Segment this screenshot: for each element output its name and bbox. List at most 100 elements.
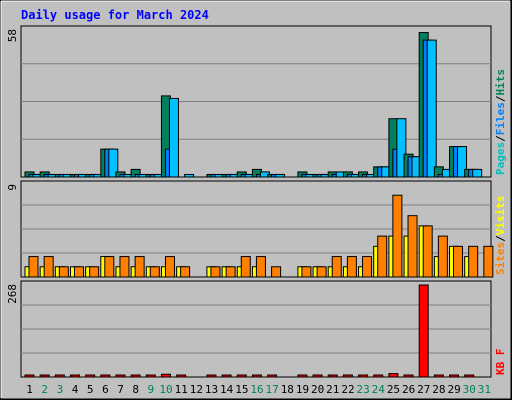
day-label-16: 16: [250, 383, 263, 396]
day-label-31: 31: [478, 383, 491, 396]
bar-kbytes-kb-f-day-28: [433, 374, 444, 378]
legend-item-kbytes-0: KB F: [494, 349, 507, 376]
max-label-hits: 58: [6, 29, 19, 42]
legend-hits: Pages/Files/Hits: [494, 69, 507, 175]
legend-item-visits-2: Visits: [494, 196, 507, 236]
bar-visits-sites-day-22: [346, 256, 357, 278]
bar-visits-sites-day-28: [437, 235, 448, 278]
bar-kbytes-kb-f-day-29: [449, 374, 460, 378]
day-label-13: 13: [205, 383, 218, 396]
bar-kbytes-kb-f-day-26: [403, 374, 414, 378]
bar-kbytes-kb-f-day-19: [297, 374, 308, 378]
bar-hits-pages-day-10: [168, 97, 179, 178]
legend-item-hits-1: /: [494, 135, 507, 142]
day-label-18: 18: [281, 383, 294, 396]
bar-kbytes-kb-f-day-14: [221, 374, 232, 378]
bar-hits-pages-day-11: [184, 173, 195, 178]
day-label-6: 6: [102, 383, 109, 396]
bar-visits-sites-day-5: [89, 266, 100, 278]
bar-hits-pages-day-6: [108, 148, 119, 178]
bar-kbytes-kb-f-day-10: [160, 373, 171, 378]
day-label-12: 12: [190, 383, 203, 396]
bar-kbytes-kb-f-day-15: [236, 374, 247, 378]
day-label-3: 3: [57, 383, 64, 396]
bar-kbytes-kb-f-day-22: [342, 374, 353, 378]
legend-item-hits-2: Files: [494, 102, 507, 135]
day-label-9: 9: [148, 383, 155, 396]
day-label-29: 29: [447, 383, 460, 396]
bar-visits-sites-day-21: [331, 256, 342, 278]
bar-visits-sites-day-15: [240, 256, 251, 278]
legend-kbytes: KB F: [494, 349, 507, 376]
bar-kbytes-kb-f-day-11: [176, 374, 187, 378]
legend-item-hits-0: Pages: [494, 142, 507, 175]
bar-visits-sites-day-17: [271, 266, 282, 278]
bar-visits-sites-day-8: [134, 256, 145, 278]
legend-item-visits-1: /: [494, 235, 507, 242]
day-label-1: 1: [26, 383, 33, 396]
bar-visits-sites-day-19: [301, 266, 312, 278]
bar-kbytes-kb-f-day-20: [312, 374, 323, 378]
day-label-14: 14: [220, 383, 234, 396]
bar-hits-pages-day-27: [426, 39, 437, 178]
bar-kbytes-kb-f-day-6: [100, 374, 111, 378]
day-label-15: 15: [235, 383, 248, 396]
day-label-22: 22: [341, 383, 354, 396]
day-label-10: 10: [159, 383, 172, 396]
bar-visits-sites-day-14: [225, 266, 236, 278]
bar-kbytes-kb-f-day-23: [358, 374, 369, 378]
bar-kbytes-kb-f-day-8: [130, 374, 141, 378]
bar-kbytes-kb-f-day-27: [418, 284, 429, 378]
bar-kbytes-kb-f-day-5: [85, 374, 96, 378]
day-label-11: 11: [175, 383, 188, 396]
day-label-5: 5: [87, 383, 94, 396]
day-label-24: 24: [372, 383, 386, 396]
day-label-8: 8: [132, 383, 139, 396]
day-label-30: 30: [463, 383, 476, 396]
legend-item-hits-4: Hits: [494, 69, 507, 96]
bar-kbytes-kb-f-day-13: [206, 374, 217, 378]
max-label-visits: 9: [6, 184, 19, 191]
day-label-20: 20: [311, 383, 324, 396]
bar-kbytes-kb-f-day-17: [267, 374, 278, 378]
bar-visits-sites-day-27: [422, 225, 433, 278]
bar-hits-pages-day-25: [396, 118, 407, 178]
bar-visits-sites-day-4: [73, 266, 84, 278]
bar-visits-sites-day-25: [392, 194, 403, 278]
bar-visits-sites-day-24: [377, 235, 388, 278]
bar-hits-pages-day-29: [457, 146, 468, 178]
bar-visits-sites-day-2: [43, 256, 54, 278]
day-label-19: 19: [296, 383, 309, 396]
bar-kbytes-kb-f-day-2: [39, 374, 50, 378]
panel-visits: 9 Sites/Visits: [6, 180, 507, 278]
bar-visits-sites-day-11: [180, 266, 191, 278]
day-label-27: 27: [417, 383, 430, 396]
day-label-28: 28: [432, 383, 445, 396]
bar-visits-sites-day-26: [407, 215, 418, 278]
bar-hits-pages-day-30: [472, 168, 483, 178]
bar-visits-sites-day-1: [28, 256, 39, 278]
bar-kbytes-kb-f-day-1: [24, 374, 35, 378]
panel-kbytes: 268 KB F: [6, 280, 507, 378]
legend-visits: Sites/Visits: [494, 196, 507, 276]
day-label-2: 2: [41, 383, 48, 396]
bar-hits-pages-day-17: [275, 173, 286, 178]
day-label-25: 25: [387, 383, 400, 396]
day-label-23: 23: [357, 383, 370, 396]
bar-kbytes-kb-f-day-21: [327, 374, 338, 378]
bar-visits-sites-day-9: [149, 266, 160, 278]
chart-title: Daily usage for March 2024: [21, 8, 209, 22]
bar-visits-sites-day-13: [210, 266, 221, 278]
bar-kbytes-kb-f-day-25: [388, 373, 399, 378]
day-label-7: 7: [117, 383, 124, 396]
bar-visits-sites-day-6: [104, 256, 115, 278]
bar-visits-sites-day-10: [164, 256, 175, 278]
bar-kbytes-kb-f-day-4: [69, 374, 80, 378]
bar-kbytes-kb-f-day-7: [115, 374, 126, 378]
bar-visits-sites-day-31: [483, 245, 494, 278]
bar-visits-sites-day-20: [316, 266, 327, 278]
bar-visits-sites-day-29: [453, 245, 464, 278]
